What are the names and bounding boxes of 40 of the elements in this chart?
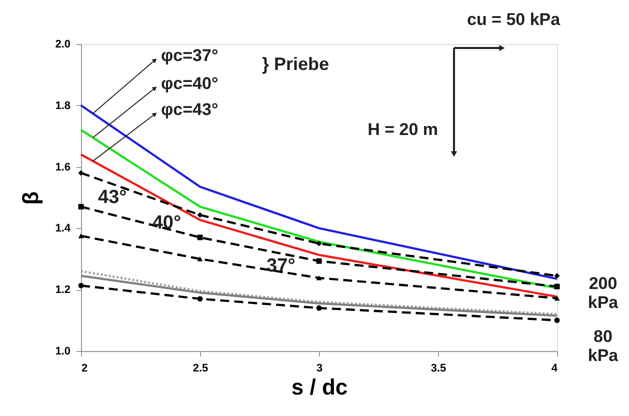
annotation: H = 20 m [368, 120, 438, 139]
line-series [80, 104, 558, 280]
annotation: φc=43° [161, 100, 218, 119]
point [554, 284, 560, 290]
y-tick-label: 1.4 [55, 222, 72, 235]
x-tick-label: 3.5 [430, 362, 446, 374]
x-tick-label: 3 [316, 362, 323, 374]
point [316, 258, 322, 264]
y-axis-title: β [18, 191, 44, 205]
point [316, 305, 322, 311]
point [554, 296, 560, 301]
x-tick-label: 2 [82, 362, 88, 374]
point [78, 282, 84, 288]
annotation: 40° [152, 212, 182, 234]
point [197, 256, 203, 262]
point [197, 296, 203, 302]
x-tick-label: 4 [551, 362, 558, 374]
annotation: 37° [266, 256, 296, 277]
y-tick-label: 2.0 [55, 38, 70, 50]
annotation: 43° [98, 187, 127, 208]
point [78, 204, 84, 210]
point [554, 273, 560, 279]
annotation: φc=40° [161, 74, 218, 93]
point [78, 170, 84, 176]
point [197, 212, 203, 218]
point [316, 276, 322, 280]
y-tick-label: 1.8 [55, 100, 70, 112]
x-axis-title: s / dc [291, 374, 348, 400]
point [197, 234, 203, 240]
text: 200 kPa [588, 274, 619, 312]
annotation: φc=37° [161, 46, 218, 65]
point [554, 318, 560, 324]
y-tick-label: 1.6 [55, 161, 70, 174]
annotation: } Priebe [262, 54, 330, 74]
text: cu = 50 kPa [467, 10, 561, 29]
point [316, 240, 322, 246]
y-tick-label: 1.2 [55, 284, 70, 296]
y-tick-label: 1.0 [55, 346, 70, 358]
text: 80 kPa [588, 327, 619, 365]
x-tick-label: 2.5 [192, 362, 208, 374]
